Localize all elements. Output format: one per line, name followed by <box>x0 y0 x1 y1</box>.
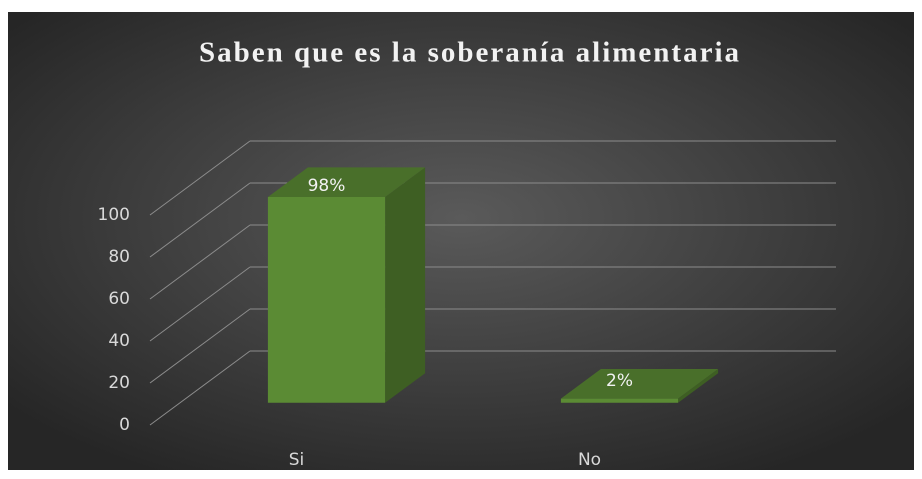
bar-top <box>560 369 719 399</box>
bar-front <box>267 197 386 403</box>
y-tick-label: 100 <box>98 205 130 225</box>
bar-front <box>560 398 679 403</box>
x-tick-label: Si <box>289 450 305 470</box>
bar <box>267 167 426 403</box>
bar <box>560 369 719 403</box>
x-tick-label: No <box>578 450 601 470</box>
value-label: 98% <box>308 176 346 196</box>
chart-background <box>8 12 914 470</box>
y-tick-label: 20 <box>108 373 130 393</box>
y-tick-label: 80 <box>108 247 130 267</box>
grid-line <box>149 350 251 426</box>
value-label: 2% <box>606 371 633 391</box>
grid-line <box>149 140 251 216</box>
chart-title: Saben que es la soberanía alimentaria <box>199 37 741 69</box>
y-tick-label: 60 <box>108 289 130 309</box>
grid-line <box>149 266 251 342</box>
bar-side <box>678 369 719 403</box>
bar-top <box>267 167 426 197</box>
y-tick-label: 40 <box>108 331 130 351</box>
bar-side <box>385 167 426 403</box>
grid-line <box>149 182 251 258</box>
y-tick-label: 0 <box>119 415 130 435</box>
grid-line <box>149 224 251 300</box>
grid-line <box>149 308 251 384</box>
